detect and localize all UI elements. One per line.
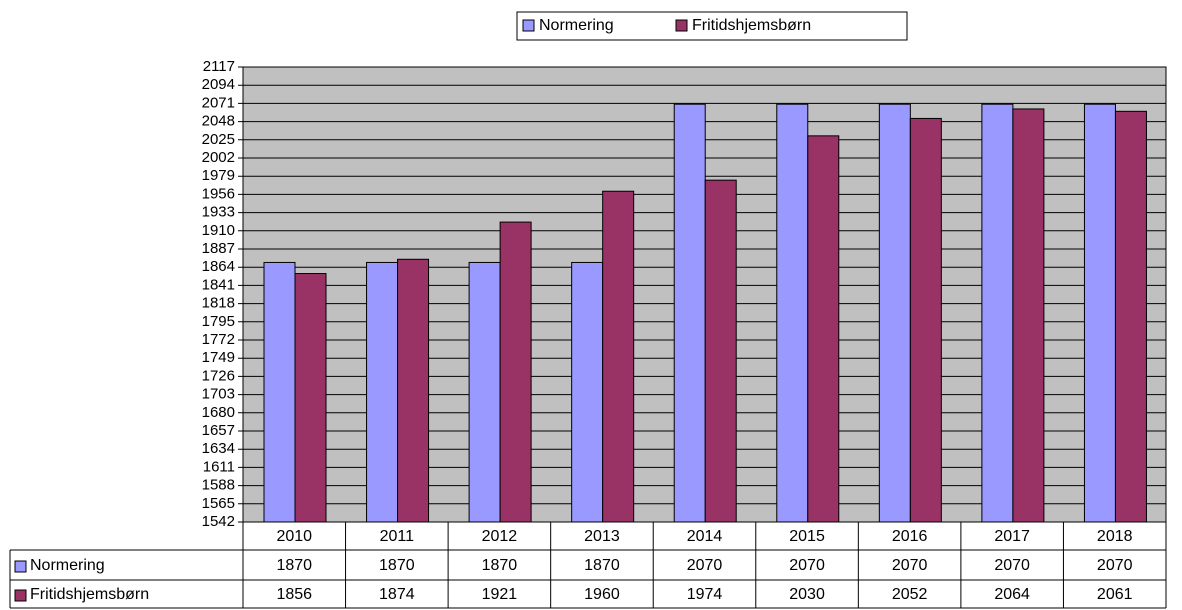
bar <box>571 261 604 523</box>
y-tick-label: 1818 <box>202 295 235 312</box>
y-tick-label: 1726 <box>202 367 235 384</box>
y-tick-label: 1565 <box>202 495 235 512</box>
y-tick-label: 1795 <box>202 313 235 330</box>
legend-box <box>516 11 908 41</box>
y-tick-label: 1956 <box>202 185 235 202</box>
table-row-label: Normering <box>30 557 105 574</box>
table-value: 1974 <box>687 586 723 603</box>
bar <box>704 179 737 523</box>
y-tick-label: 1772 <box>202 331 235 348</box>
y-tick-label: 1703 <box>202 386 235 403</box>
table-value: 2070 <box>687 557 723 574</box>
bar <box>397 258 430 523</box>
x-tick-label: 2012 <box>482 528 518 545</box>
table-value: 1856 <box>276 586 312 603</box>
table-value: 2030 <box>789 586 825 603</box>
bar <box>1083 103 1116 523</box>
table-value: 2061 <box>1097 586 1133 603</box>
y-tick-label: 1933 <box>202 204 235 221</box>
y-tick-label: 1841 <box>202 276 235 293</box>
x-tick-label: 2010 <box>276 528 312 545</box>
x-tick-label: 2017 <box>994 528 1030 545</box>
table-value: 2064 <box>994 586 1030 603</box>
bar <box>673 103 706 523</box>
y-tick-label: 2117 <box>203 58 235 75</box>
bar <box>294 273 327 523</box>
table-value: 2070 <box>892 557 928 574</box>
y-tick-label: 1680 <box>202 404 235 421</box>
bar <box>468 261 501 523</box>
bar <box>878 103 911 523</box>
y-tick-label: 1887 <box>202 240 235 257</box>
y-tick-label: 1634 <box>202 440 235 457</box>
y-tick-label: 1979 <box>202 167 235 184</box>
y-tick-label: 2094 <box>202 76 235 93</box>
bar <box>776 103 809 523</box>
y-tick-label: 1611 <box>203 458 235 475</box>
bar <box>366 261 399 523</box>
x-tick-label: 2015 <box>789 528 825 545</box>
table-value: 2070 <box>1097 557 1133 574</box>
y-tick-label: 1910 <box>202 222 235 239</box>
bar <box>807 135 840 523</box>
table-value: 2070 <box>789 557 825 574</box>
y-tick-label: 2071 <box>202 94 235 111</box>
table-value: 1870 <box>379 557 415 574</box>
y-tick-label: 1749 <box>202 349 235 366</box>
bar <box>499 221 532 523</box>
x-tick-label: 2013 <box>584 528 620 545</box>
x-tick-label: 2016 <box>892 528 928 545</box>
y-tick-label: 2002 <box>202 149 235 166</box>
table-value: 1960 <box>584 586 620 603</box>
y-tick-label: 1657 <box>202 422 235 439</box>
table-value: 2052 <box>892 586 928 603</box>
table-value: 1870 <box>584 557 620 574</box>
table-value: 2070 <box>994 557 1030 574</box>
table-value: 1870 <box>482 557 518 574</box>
table-swatch <box>14 560 27 573</box>
bar <box>981 103 1014 523</box>
y-tick-label: 2025 <box>202 131 235 148</box>
y-tick-label: 1588 <box>202 477 235 494</box>
legend-swatch <box>675 19 688 32</box>
y-tick-label: 2048 <box>202 113 235 130</box>
table-value: 1921 <box>482 586 518 603</box>
bar <box>909 117 942 523</box>
bar <box>1114 110 1147 523</box>
legend-swatch <box>522 19 535 32</box>
y-tick-label: 1542 <box>202 513 235 530</box>
table-row-label: Fritidshjemsbørn <box>30 586 149 603</box>
table-swatch <box>14 589 27 602</box>
y-tick-label: 1864 <box>202 258 235 275</box>
legend-label: Fritidshjemsbørn <box>692 17 811 34</box>
bar <box>263 261 296 523</box>
table-value: 1874 <box>379 586 415 603</box>
x-tick-label: 2014 <box>687 528 723 545</box>
legend-label: Normering <box>539 17 614 34</box>
bar <box>602 190 635 523</box>
bar <box>1012 108 1045 523</box>
x-tick-label: 2011 <box>380 528 415 545</box>
table-value: 1870 <box>276 557 312 574</box>
x-tick-label: 2018 <box>1097 528 1133 545</box>
